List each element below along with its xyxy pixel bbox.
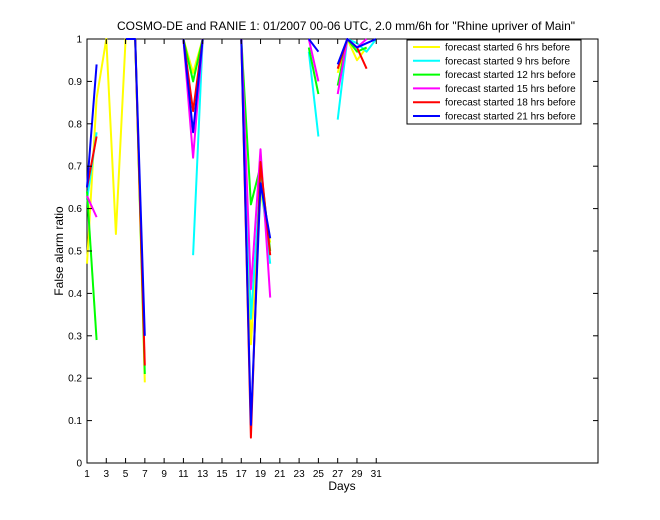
x-axis-title: Days	[328, 479, 355, 493]
legend-label: forecast started 12 hrs before	[445, 70, 576, 81]
series-6	[86, 38, 377, 426]
x-tick-label: 5	[123, 469, 129, 480]
y-tick-label: 0.7	[68, 162, 82, 173]
series-line	[86, 64, 98, 188]
series-line	[240, 38, 272, 298]
series-line	[125, 38, 146, 336]
x-tick-label: 29	[351, 469, 363, 480]
series-line	[307, 47, 320, 95]
x-tick-label: 21	[274, 469, 286, 480]
y-axis-title: False alarm ratio	[52, 206, 66, 296]
series-line	[182, 38, 204, 83]
series-line	[86, 195, 98, 218]
x-tick-label: 9	[161, 469, 167, 480]
chart-title: COSMO-DE and RANIE 1: 01/2007 00-06 UTC,…	[117, 19, 575, 33]
legend-label: forecast started 9 hrs before	[445, 56, 571, 67]
legend-box	[406, 39, 582, 125]
x-tick-label: 19	[255, 469, 267, 480]
y-tick-label: 0.3	[68, 331, 82, 342]
x-tick-label: 15	[216, 469, 228, 480]
series-line	[192, 38, 204, 256]
x-axis: 1 3 5 7 9 11 13 15 17 19 21 23 25 27 29 31	[84, 39, 382, 480]
x-tick-label: 17	[236, 469, 248, 480]
series-line	[336, 38, 377, 65]
y-tick-label: 1	[76, 35, 82, 46]
legend: forecast started 6 hrs before forecast st…	[406, 39, 582, 125]
y-tick-label: 0.6	[68, 204, 82, 215]
series-line	[182, 38, 204, 134]
x-tick-label: 23	[294, 469, 306, 480]
y-tick-label: 0.2	[68, 374, 82, 385]
legend-items: forecast started 6 hrs before forecast st…	[413, 43, 576, 123]
y-tick-label: 0.8	[68, 119, 82, 130]
series-line	[308, 38, 320, 53]
y-tick-label: 0.1	[68, 416, 82, 427]
y-axis: 0 0.1 0.2 0.3 0.4 0.5 0.6 0.7 0.8 0.9 1	[68, 35, 598, 470]
x-tick-label: 31	[371, 469, 383, 480]
x-tick-label: 3	[104, 469, 110, 480]
series-line	[307, 38, 320, 82]
series-layer	[86, 38, 377, 439]
y-tick-label: 0	[76, 459, 82, 470]
legend-label: forecast started 6 hrs before	[445, 43, 571, 54]
series-line	[240, 38, 272, 426]
x-tick-label: 25	[313, 469, 325, 480]
y-tick-label: 0.4	[68, 289, 82, 300]
x-tick-label: 1	[84, 469, 90, 480]
x-tick-label: 27	[332, 469, 344, 480]
x-tick-label: 11	[178, 469, 189, 480]
legend-label: forecast started 18 hrs before	[445, 98, 576, 109]
y-tick-label: 0.9	[68, 77, 82, 88]
x-tick-label: 7	[142, 469, 148, 480]
y-tick-label: 0.5	[68, 247, 82, 258]
series-line	[86, 191, 98, 341]
legend-label: forecast started 15 hrs before	[445, 84, 576, 95]
legend-label: forecast started 21 hrs before	[445, 112, 576, 123]
series-line	[307, 51, 320, 137]
x-tick-label: 13	[197, 469, 209, 480]
